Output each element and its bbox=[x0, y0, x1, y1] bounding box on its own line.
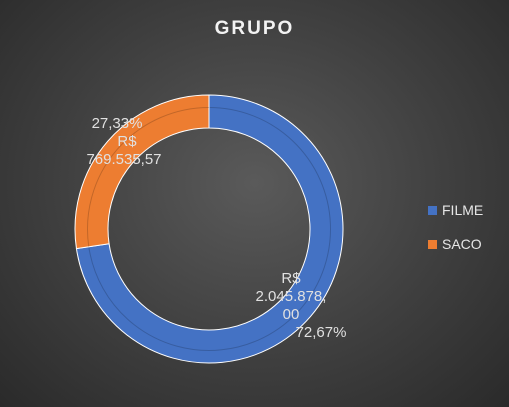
data-label-filme-line-3: 72,67% bbox=[296, 324, 347, 341]
legend-item-filme: FILME bbox=[428, 202, 483, 218]
data-label-filme-line-0: R$ bbox=[281, 270, 301, 287]
legend-swatch-saco bbox=[428, 239, 437, 249]
donut-slice-saco bbox=[74, 94, 210, 250]
legend-item-saco: SACO bbox=[428, 236, 482, 252]
data-label-saco-line-1: R$ bbox=[117, 133, 137, 150]
legend-label-saco: SACO bbox=[442, 236, 482, 252]
slice-inner-ring bbox=[88, 107, 331, 351]
slice-inner-ring bbox=[87, 107, 210, 247]
chart-title: GRUPO bbox=[214, 18, 295, 39]
data-label-filme-line-2: 00 bbox=[283, 306, 300, 323]
data-label-filme-line-1: 2.045.878, bbox=[256, 288, 327, 305]
data-label-saco-line-0: 27,33% bbox=[92, 115, 143, 132]
legend-label-filme: FILME bbox=[442, 202, 484, 218]
legend-swatch-filme bbox=[428, 205, 437, 215]
data-label-saco-line-2: 769.535,57 bbox=[86, 151, 161, 168]
donut-slice-filme bbox=[75, 94, 344, 364]
